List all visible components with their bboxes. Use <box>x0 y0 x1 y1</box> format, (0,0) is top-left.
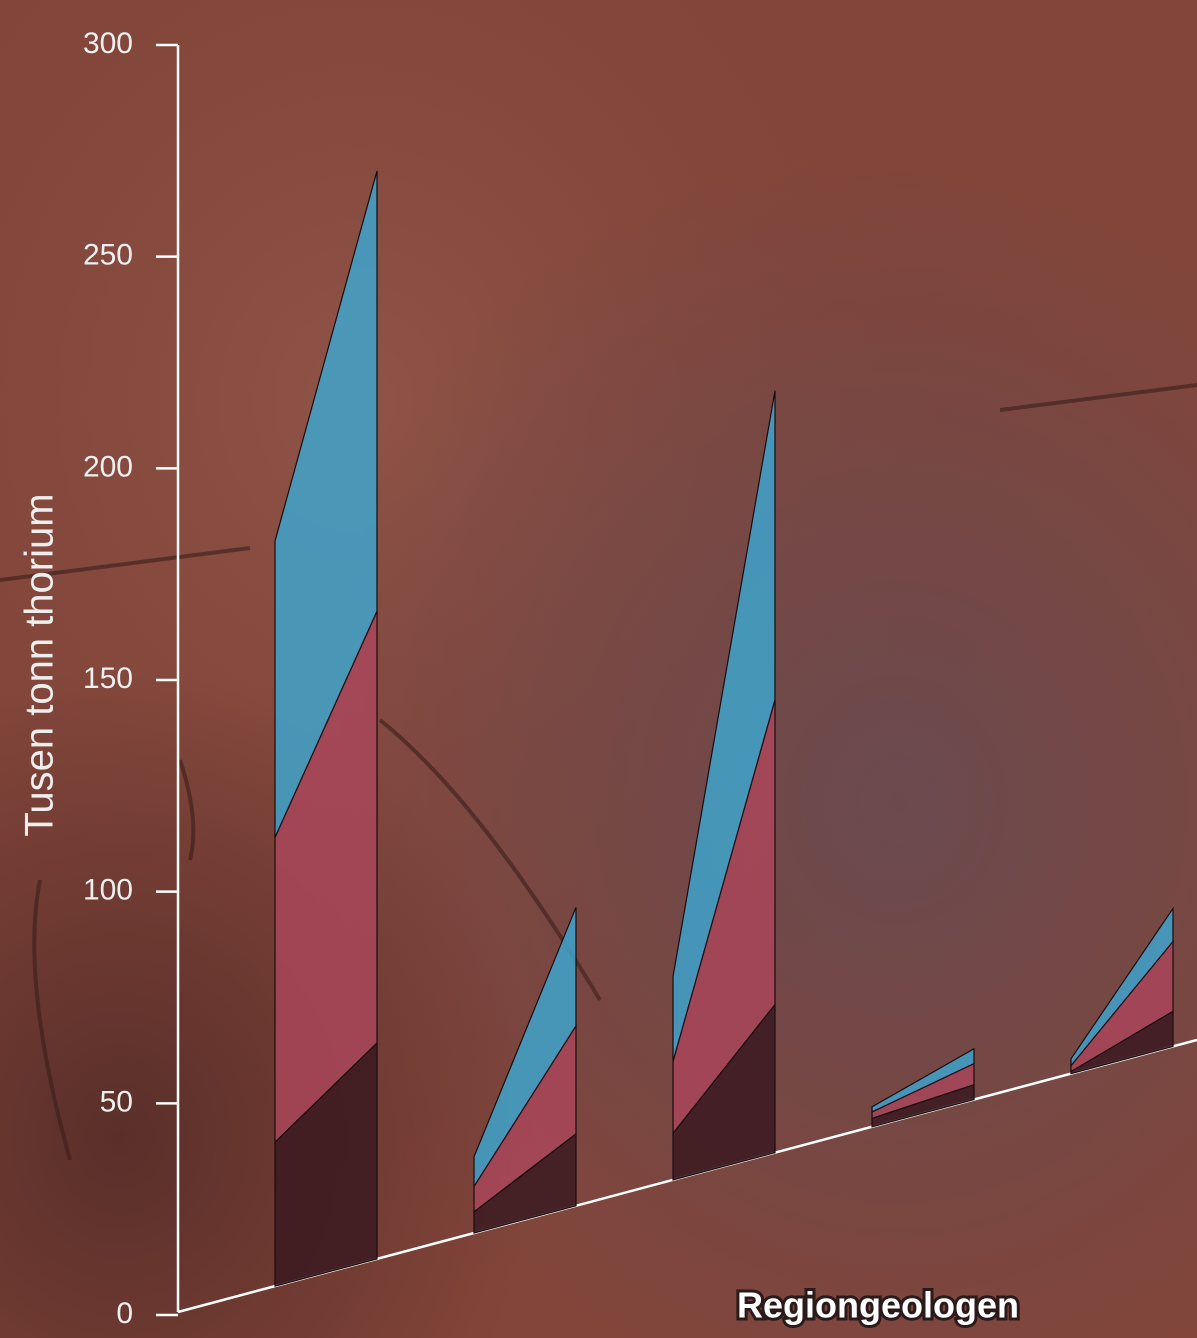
y-tick-label: 150 <box>83 662 133 695</box>
credit: Regiongeologen <box>737 1285 1019 1326</box>
y-tick-label: 50 <box>100 1085 133 1118</box>
y-tick-label: 250 <box>83 239 133 272</box>
y-tick-label: 0 <box>116 1297 133 1330</box>
bar-segment <box>473 907 577 1189</box>
bar-segment <box>1070 906 1174 1068</box>
y-tick-label: 300 <box>83 27 133 60</box>
y-axis-label: Tusen tonn thorium <box>18 493 62 836</box>
bar-segment <box>672 390 776 1062</box>
y-tick-label: 100 <box>83 874 133 907</box>
crack <box>0 383 1197 1161</box>
bar-segment <box>274 170 378 838</box>
y-tick-label: 200 <box>83 450 133 483</box>
bar-segment <box>871 1047 975 1113</box>
